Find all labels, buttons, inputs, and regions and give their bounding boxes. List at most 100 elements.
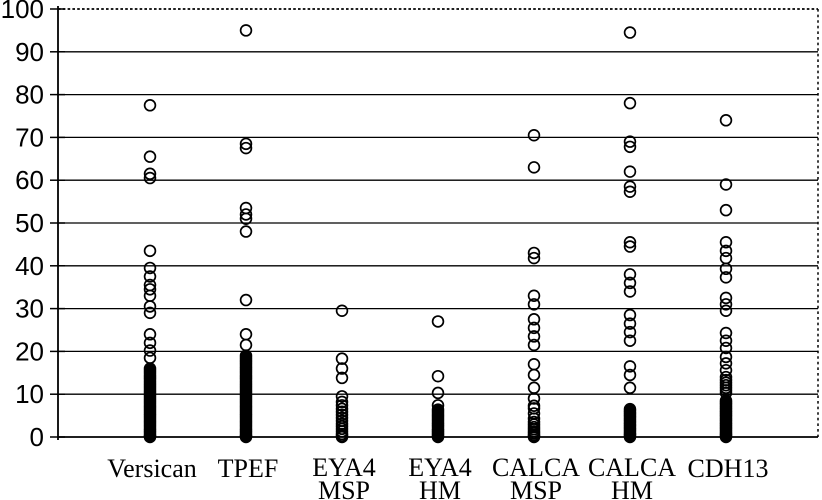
data-point xyxy=(143,283,157,296)
x-category-label: Versican xyxy=(107,454,197,483)
data-point xyxy=(527,330,541,343)
data-point xyxy=(143,150,157,163)
x-category-label: HM xyxy=(419,476,461,500)
data-point xyxy=(623,26,637,39)
x-category-label: EYA4 xyxy=(408,453,472,482)
data-point xyxy=(719,236,733,249)
data-point xyxy=(623,165,637,178)
y-tick-label: 40 xyxy=(15,251,44,281)
y-tick-label: 0 xyxy=(30,422,44,452)
data-point xyxy=(719,326,733,340)
data-point xyxy=(527,251,541,265)
data-point xyxy=(527,289,541,303)
data-point xyxy=(623,236,637,249)
data-point xyxy=(719,251,733,265)
data-point xyxy=(527,161,541,174)
data-point xyxy=(623,430,637,444)
data-point xyxy=(143,261,157,275)
data-point xyxy=(623,381,637,395)
data-point xyxy=(527,338,541,352)
data-point xyxy=(239,212,253,225)
data-point xyxy=(143,289,157,303)
data-point xyxy=(431,315,445,328)
data-point xyxy=(143,306,157,320)
data-point xyxy=(239,208,253,221)
data-point xyxy=(431,369,445,383)
data-point xyxy=(623,334,637,347)
data-point xyxy=(143,244,157,258)
y-tick-label: 50 xyxy=(15,208,44,238)
data-point xyxy=(719,178,733,191)
data-point xyxy=(143,328,157,341)
data-point xyxy=(239,137,253,151)
data-point xyxy=(623,276,637,290)
data-point xyxy=(527,129,541,142)
data-point xyxy=(143,336,157,350)
x-category-label: MSP xyxy=(510,476,562,500)
data-point xyxy=(623,285,637,298)
data-point xyxy=(719,334,733,347)
data-point xyxy=(527,321,541,335)
y-tick-label: 70 xyxy=(15,122,44,152)
data-point xyxy=(527,392,541,405)
data-point xyxy=(335,430,349,444)
x-category-label: MSP xyxy=(318,476,370,500)
x-category-label: TPEF xyxy=(218,454,279,483)
y-tick-label: 30 xyxy=(15,294,44,324)
data-point xyxy=(335,362,349,375)
x-category-label: CDH13 xyxy=(688,454,769,483)
data-point xyxy=(719,357,733,370)
data-point xyxy=(527,430,541,444)
data-point xyxy=(335,371,349,385)
data-point xyxy=(623,317,637,330)
data-point xyxy=(335,352,349,365)
y-tick-label: 10 xyxy=(15,379,44,409)
y-tick-label: 80 xyxy=(15,80,44,110)
data-point xyxy=(431,430,445,444)
x-category-label: CALCA xyxy=(492,453,580,482)
data-point xyxy=(719,244,733,258)
y-tick-label: 60 xyxy=(15,165,44,195)
data-point xyxy=(623,360,637,373)
data-point xyxy=(719,304,733,317)
data-point xyxy=(527,246,541,260)
data-point xyxy=(143,344,157,357)
data-point xyxy=(719,114,733,127)
data-point xyxy=(623,240,637,253)
data-point xyxy=(527,298,541,311)
y-tick-label: 20 xyxy=(15,336,44,366)
data-point xyxy=(239,141,253,155)
data-point xyxy=(719,341,733,355)
data-point xyxy=(239,338,253,352)
data-point xyxy=(623,180,637,193)
data-point xyxy=(239,328,253,341)
data-point xyxy=(527,368,541,382)
data-point xyxy=(239,293,253,307)
data-point xyxy=(335,395,349,409)
data-point xyxy=(719,363,733,377)
data-point xyxy=(335,399,349,412)
data-point xyxy=(143,351,157,365)
data-point xyxy=(719,430,733,444)
data-point xyxy=(623,325,637,339)
data-point xyxy=(527,381,541,395)
data-point xyxy=(719,350,733,364)
data-point xyxy=(239,24,253,37)
data-point xyxy=(431,386,445,400)
data-point xyxy=(623,185,637,199)
data-point xyxy=(719,262,733,276)
data-point xyxy=(143,171,157,185)
data-point xyxy=(143,430,157,444)
data-point xyxy=(143,167,157,181)
data-point xyxy=(623,368,637,382)
data-point xyxy=(143,300,157,313)
data-point xyxy=(623,140,637,154)
data-point xyxy=(143,99,157,112)
data-point xyxy=(239,430,253,444)
data-point xyxy=(719,298,733,311)
x-category-label: EYA4 xyxy=(312,453,376,482)
data-point xyxy=(719,271,733,284)
x-category-label: CALCA xyxy=(588,453,676,482)
